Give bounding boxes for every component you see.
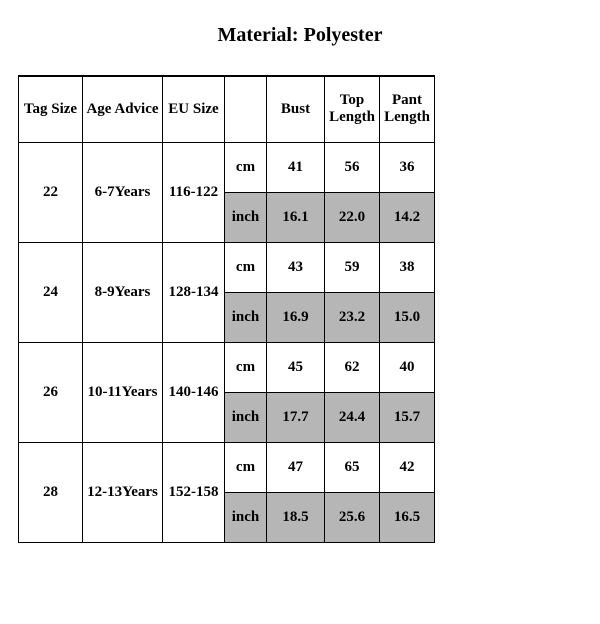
cell-top: 59 xyxy=(325,242,380,292)
cell-top: 65 xyxy=(325,442,380,492)
table-row: 2610-11Years140-146cm456240 xyxy=(19,342,435,392)
cell-unit: inch xyxy=(225,292,267,342)
cell-tag: 26 xyxy=(19,342,83,442)
cell-bust: 41 xyxy=(267,142,325,192)
cell-top: 24.4 xyxy=(325,392,380,442)
table-row: 226-7Years116-122cm415636 xyxy=(19,142,435,192)
cell-age: 6-7Years xyxy=(83,142,163,242)
cell-unit: cm xyxy=(225,142,267,192)
cell-eu: 128-134 xyxy=(163,242,225,342)
cell-unit: inch xyxy=(225,192,267,242)
cell-age: 8-9Years xyxy=(83,242,163,342)
col-unit xyxy=(225,76,267,142)
cell-bust: 17.7 xyxy=(267,392,325,442)
cell-top: 62 xyxy=(325,342,380,392)
table-row: 248-9Years128-134cm435938 xyxy=(19,242,435,292)
page-title: Material: Polyester xyxy=(0,24,600,47)
cell-tag: 24 xyxy=(19,242,83,342)
cell-top: 25.6 xyxy=(325,492,380,542)
cell-bust: 16.9 xyxy=(267,292,325,342)
cell-unit: inch xyxy=(225,492,267,542)
cell-pant: 14.2 xyxy=(380,192,435,242)
cell-pant: 36 xyxy=(380,142,435,192)
cell-pant: 38 xyxy=(380,242,435,292)
cell-bust: 43 xyxy=(267,242,325,292)
size-chart-table: Tag Size Age Advice EU Size Bust Top Len… xyxy=(18,75,435,543)
cell-bust: 45 xyxy=(267,342,325,392)
cell-top: 22.0 xyxy=(325,192,380,242)
col-pant: Pant Length xyxy=(380,76,435,142)
col-age: Age Advice xyxy=(83,76,163,142)
cell-bust: 47 xyxy=(267,442,325,492)
cell-unit: cm xyxy=(225,442,267,492)
cell-pant: 42 xyxy=(380,442,435,492)
col-eu: EU Size xyxy=(163,76,225,142)
col-tag: Tag Size xyxy=(19,76,83,142)
cell-unit: cm xyxy=(225,342,267,392)
table-header-row: Tag Size Age Advice EU Size Bust Top Len… xyxy=(19,76,435,142)
cell-pant: 16.5 xyxy=(380,492,435,542)
cell-age: 10-11Years xyxy=(83,342,163,442)
cell-unit: cm xyxy=(225,242,267,292)
cell-age: 12-13Years xyxy=(83,442,163,542)
col-top: Top Length xyxy=(325,76,380,142)
cell-top: 56 xyxy=(325,142,380,192)
cell-bust: 18.5 xyxy=(267,492,325,542)
cell-top: 23.2 xyxy=(325,292,380,342)
cell-unit: inch xyxy=(225,392,267,442)
col-bust: Bust xyxy=(267,76,325,142)
cell-pant: 40 xyxy=(380,342,435,392)
cell-eu: 116-122 xyxy=(163,142,225,242)
table-row: 2812-13Years152-158cm476542 xyxy=(19,442,435,492)
cell-tag: 22 xyxy=(19,142,83,242)
cell-pant: 15.0 xyxy=(380,292,435,342)
cell-pant: 15.7 xyxy=(380,392,435,442)
cell-eu: 152-158 xyxy=(163,442,225,542)
cell-tag: 28 xyxy=(19,442,83,542)
cell-eu: 140-146 xyxy=(163,342,225,442)
cell-bust: 16.1 xyxy=(267,192,325,242)
